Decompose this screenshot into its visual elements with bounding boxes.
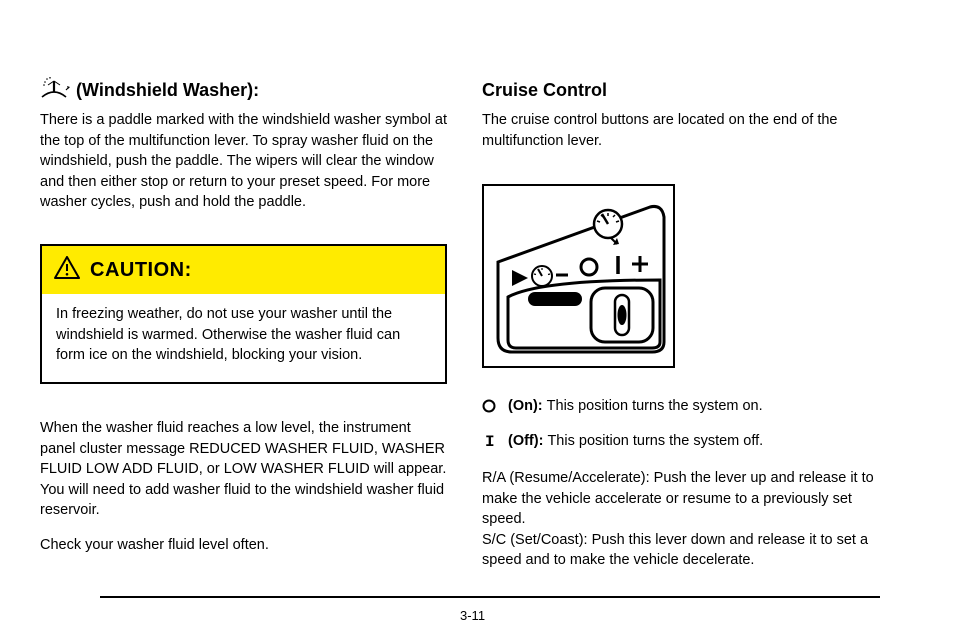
- cruise-heading: Cruise Control: [482, 80, 607, 101]
- caution-box: CAUTION: In freezing weather, do not use…: [40, 244, 447, 384]
- cruise-control-diagram: [482, 184, 675, 368]
- caution-label: CAUTION:: [90, 259, 192, 282]
- cruise-off-desc: This position turns the system off.: [547, 433, 763, 449]
- cruise-on-text: (On): This position turns the system on.: [508, 396, 892, 417]
- washer-heading: (Windshield Washer):: [76, 80, 259, 100]
- cruise-on-icon: [482, 398, 508, 419]
- reservoir-paragraph-2: Check your washer fluid level often.: [40, 535, 447, 556]
- cruise-off-text: (Off): This position turns the system of…: [508, 431, 892, 454]
- cruise-sc: S/C (Set/Coast): Push this lever down an…: [482, 530, 892, 571]
- cruise-off-icon: I: [485, 431, 511, 454]
- warning-triangle-icon: [54, 256, 80, 284]
- cruise-on-desc: This position turns the system on.: [547, 398, 763, 414]
- page-rule: [100, 596, 880, 598]
- cruise-off-label: (Off):: [508, 433, 543, 449]
- cruise-on-label: (On):: [508, 398, 543, 414]
- cruise-intro: The cruise control buttons are located o…: [482, 110, 892, 151]
- caution-body: In freezing weather, do not use your was…: [42, 294, 445, 382]
- caution-header: CAUTION:: [42, 246, 445, 294]
- page-number: 3-11: [460, 608, 485, 623]
- reservoir-paragraph-1: When the washer fluid reaches a low leve…: [40, 418, 447, 521]
- washer-paragraph-1: There is a paddle marked with the windsh…: [40, 110, 447, 213]
- cruise-ra: R/A (Resume/Accelerate): Push the lever …: [482, 468, 892, 530]
- washer-icon: [40, 77, 70, 108]
